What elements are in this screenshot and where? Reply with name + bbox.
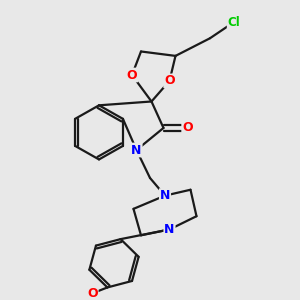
Text: O: O xyxy=(87,287,98,300)
Text: O: O xyxy=(164,74,175,87)
Text: O: O xyxy=(127,68,137,82)
Text: O: O xyxy=(182,122,193,134)
Text: N: N xyxy=(160,189,170,202)
Text: N: N xyxy=(131,143,142,157)
Text: N: N xyxy=(164,223,175,236)
Text: Cl: Cl xyxy=(228,16,240,28)
